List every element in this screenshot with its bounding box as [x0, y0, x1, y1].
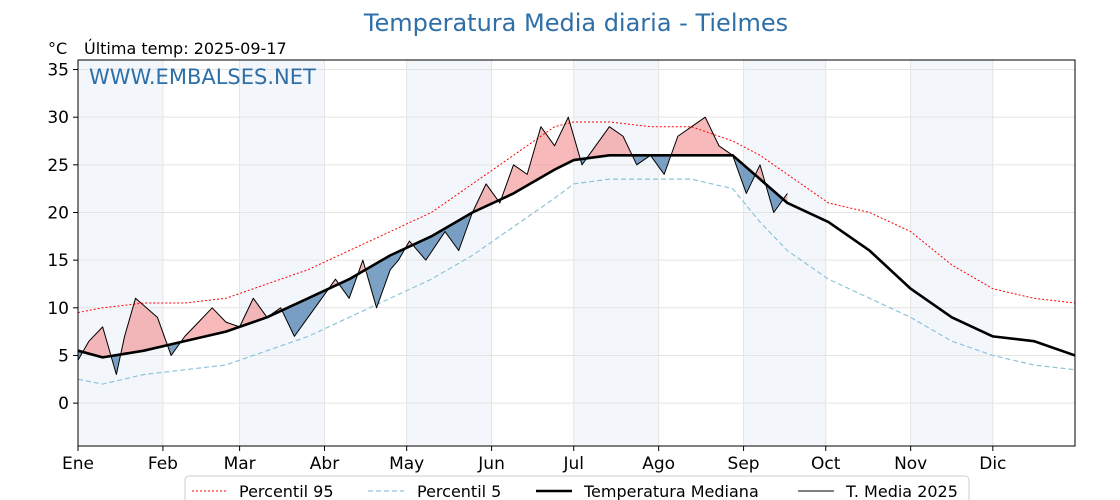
y-tick-label: 10: [47, 299, 69, 319]
below-median-area: [632, 155, 651, 165]
above-median-area: [83, 326, 113, 358]
x-tick-label: Ago: [642, 454, 675, 474]
x-tick-label: May: [389, 454, 424, 474]
x-tick-label: Nov: [894, 454, 927, 474]
above-median-area: [670, 117, 734, 157]
chart-legend: Percentil 95 Percentil 5 Temperatura Media…: [184, 475, 970, 500]
y-tick-label: 5: [58, 346, 69, 366]
above-median-area: [358, 260, 367, 274]
above-median-area: [180, 298, 283, 343]
legend-label-percentil-5: Percentil 5: [417, 482, 501, 500]
last-update-label: Última temp: 2025-09-17: [84, 39, 287, 58]
x-tick-label: Oct: [811, 454, 841, 474]
x-tick-label: Jul: [563, 454, 585, 474]
above-median-area: [472, 183, 499, 213]
month-band: [239, 60, 325, 446]
y-tick-label: 25: [47, 156, 69, 176]
unit-label: °C: [48, 39, 67, 58]
below-median-area: [651, 155, 671, 175]
y-tick-label: 35: [47, 61, 69, 81]
chart-title: Temperatura Media diaria - Tielmes: [363, 9, 788, 37]
series-line-t-media-2025: [77, 116, 788, 376]
legend-label-percentil-95: Percentil 95: [239, 482, 334, 500]
y-tick-label: 20: [47, 203, 69, 223]
above-median-area: [587, 126, 633, 159]
y-tick-label: 0: [58, 394, 69, 414]
below-median-area: [282, 288, 329, 337]
x-tick-label: Mar: [224, 454, 256, 474]
y-tick-label: 15: [47, 251, 69, 271]
below-median-area: [766, 185, 784, 213]
below-median-area: [413, 212, 473, 261]
legend-box: [184, 475, 970, 500]
month-band: [743, 60, 826, 446]
month-band: [78, 60, 163, 446]
x-tick-label: Ene: [62, 454, 94, 474]
series-line-percentil-95: [77, 121, 1076, 314]
month-band: [573, 60, 659, 446]
x-tick-label: Sep: [728, 454, 760, 474]
below-median-area: [339, 273, 359, 299]
above-median-area: [501, 117, 581, 200]
month-band: [910, 60, 993, 446]
legend-label-temperatura-mediana: Temperatura Mediana: [583, 482, 759, 500]
x-tick-label: Feb: [148, 454, 178, 474]
watermark-text: WWW.EMBALSES.NET: [89, 65, 316, 89]
series-line-percentil-5: [77, 178, 1076, 385]
x-tick-label: Jun: [477, 454, 505, 474]
x-tick-label: Dic: [979, 454, 1006, 474]
legend-label-t-media-2025: T. Media 2025: [845, 482, 958, 500]
y-tick-label: 30: [47, 108, 69, 128]
x-tick-label: Abr: [310, 454, 339, 474]
plot-frame: [77, 59, 1076, 447]
above-median-area: [121, 298, 169, 355]
